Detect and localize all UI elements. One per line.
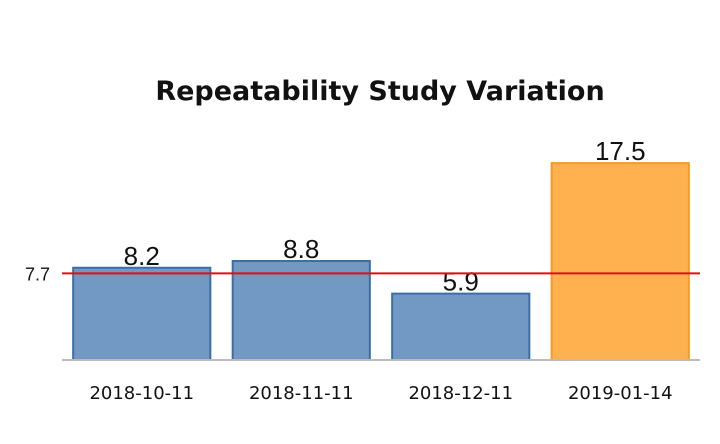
value-labels-group: 8.2 8.8 5.9 17.5: [124, 136, 646, 297]
chart-title: Repeatability Study Variation: [155, 76, 604, 107]
reference-line-label: 7.7: [25, 264, 50, 284]
bars-group: [72, 162, 690, 361]
bar-2018-10-11: [72, 266, 212, 361]
value-label-2018-10-11: 8.2: [124, 241, 160, 271]
x-tick-labels-group: 2018-10-11 2018-11-11 2018-12-11 2019-01-14: [89, 383, 672, 404]
value-label-2018-12-11: 5.9: [443, 267, 479, 297]
bar-2018-12-11: [391, 292, 531, 361]
x-tick-label-2018-11-11: 2018-11-11: [249, 383, 354, 404]
bar-2018-11-11: [231, 260, 371, 361]
value-label-2018-11-11: 8.8: [283, 234, 319, 264]
x-tick-label-2018-10-11: 2018-10-11: [89, 383, 194, 404]
value-label-2019-01-14: 17.5: [595, 136, 646, 166]
x-tick-label-2018-12-11: 2018-12-11: [408, 383, 513, 404]
bar-2019-01-14: [550, 162, 690, 361]
x-tick-label-2019-01-14: 2019-01-14: [568, 383, 673, 404]
